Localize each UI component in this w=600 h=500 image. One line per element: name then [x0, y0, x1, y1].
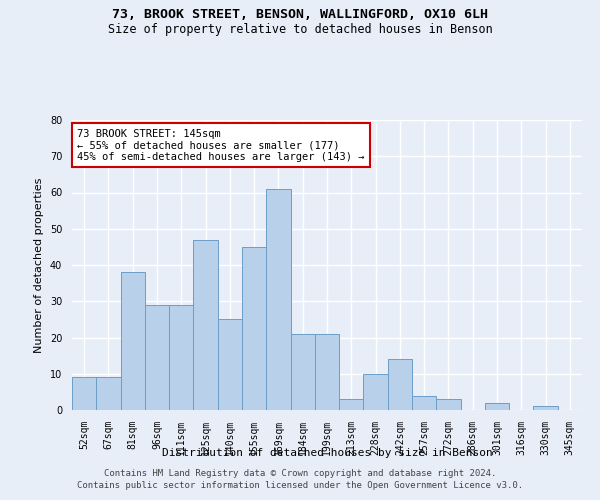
Bar: [412, 396, 436, 410]
Bar: [388, 359, 412, 410]
Bar: [364, 374, 388, 410]
Bar: [485, 403, 509, 410]
Bar: [339, 399, 364, 410]
Bar: [96, 378, 121, 410]
Text: Contains HM Land Registry data © Crown copyright and database right 2024.: Contains HM Land Registry data © Crown c…: [104, 468, 496, 477]
Bar: [193, 240, 218, 410]
Bar: [315, 334, 339, 410]
Text: Distribution of detached houses by size in Benson: Distribution of detached houses by size …: [161, 448, 493, 458]
Bar: [121, 272, 145, 410]
Bar: [533, 406, 558, 410]
Bar: [242, 247, 266, 410]
Text: Size of property relative to detached houses in Benson: Size of property relative to detached ho…: [107, 22, 493, 36]
Y-axis label: Number of detached properties: Number of detached properties: [34, 178, 44, 352]
Bar: [436, 399, 461, 410]
Bar: [266, 189, 290, 410]
Text: 73 BROOK STREET: 145sqm
← 55% of detached houses are smaller (177)
45% of semi-d: 73 BROOK STREET: 145sqm ← 55% of detache…: [77, 128, 365, 162]
Text: Contains public sector information licensed under the Open Government Licence v3: Contains public sector information licen…: [77, 481, 523, 490]
Bar: [169, 305, 193, 410]
Text: 73, BROOK STREET, BENSON, WALLINGFORD, OX10 6LH: 73, BROOK STREET, BENSON, WALLINGFORD, O…: [112, 8, 488, 20]
Bar: [290, 334, 315, 410]
Bar: [218, 320, 242, 410]
Bar: [72, 378, 96, 410]
Bar: [145, 305, 169, 410]
